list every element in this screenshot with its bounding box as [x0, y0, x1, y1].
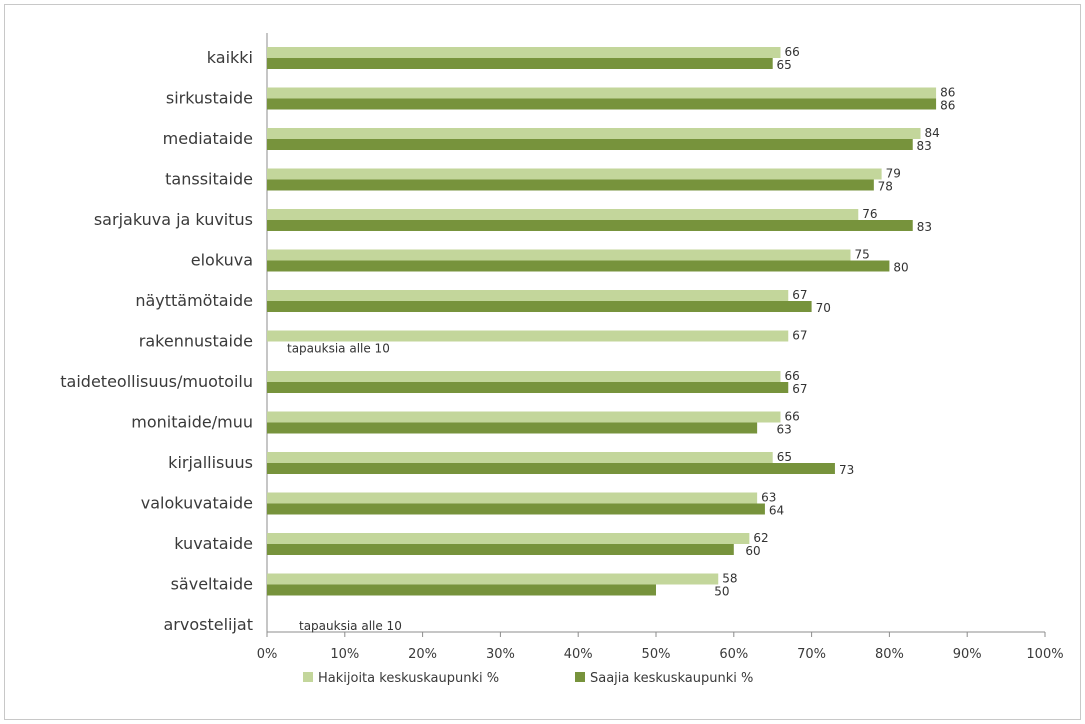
bar-saajia [267, 422, 758, 434]
data-label-hakijoita: 65 [777, 450, 792, 464]
data-label-hakijoita: 86 [940, 86, 955, 100]
category-label: valokuvataide [141, 494, 253, 513]
data-label-saajia: 64 [769, 504, 784, 518]
data-label-hakijoita: 84 [925, 126, 940, 140]
legend-item-saajia-swatch [575, 672, 585, 682]
data-label-saajia: 86 [940, 99, 955, 113]
bar-saajia [267, 503, 765, 515]
bar-hakijoita [267, 492, 758, 504]
legend-item-hakijoita-swatch [303, 672, 313, 682]
category-label: elokuva [191, 251, 253, 270]
data-label-hakijoita: 58 [722, 572, 737, 586]
chart-frame: 0% 10% 20% 30% 40% 50% 60% 70% 80% 90% 100% kaikki… [4, 4, 1081, 720]
data-label-saajia: 65 [776, 58, 791, 72]
legend-item-saajia-label: Saajia keskuskaupunki % [590, 671, 753, 686]
bar-saajia [267, 463, 835, 474]
bar-hakijoita [267, 330, 789, 342]
category-label: tanssitaide [165, 170, 253, 189]
bar-saajia [267, 382, 789, 393]
data-label-hakijoita: 67 [792, 288, 807, 302]
bar-saajia [267, 584, 656, 596]
bar-saajia [267, 544, 734, 555]
data-label-hakijoita: 76 [862, 207, 877, 221]
x-tick-label: 90% [953, 647, 982, 662]
category-label: arvostelijat [163, 615, 253, 634]
category-label: kirjallisuus [168, 453, 253, 472]
bar-saajia [267, 260, 890, 272]
category-label: sirkustaide [166, 89, 253, 108]
data-label-saajia: 73 [839, 463, 854, 477]
bar-hakijoita [267, 411, 781, 423]
category-label: rakennustaide [139, 332, 253, 351]
category-label: säveltaide [171, 575, 253, 594]
bar-saajia [267, 179, 874, 191]
category-label: kuvataide [174, 534, 253, 553]
data-label-hakijoita: 66 [784, 410, 799, 424]
data-label-saajia: 70 [816, 301, 831, 315]
bar-hakijoita [267, 87, 937, 99]
bar-saajia [267, 58, 773, 69]
legend: Hakijoita keskuskaupunki % Saajia keskusk… [303, 671, 753, 686]
x-tick-label: 80% [875, 647, 904, 662]
bar-hakijoita [267, 47, 781, 58]
x-tick-label: 0% [257, 647, 278, 662]
data-label-hakijoita: 75 [855, 248, 870, 262]
x-tick-label: 10% [330, 647, 359, 662]
x-tick-label: 50% [642, 647, 671, 662]
category-label: monitaide/muu [131, 413, 253, 432]
bars [267, 47, 937, 596]
x-tick-label: 20% [408, 647, 437, 662]
data-label-saajia: 60 [745, 544, 760, 558]
data-label-saajia: 63 [776, 423, 791, 437]
category-label: taideteollisuus/muotoilu [60, 372, 253, 391]
axes: 0% 10% 20% 30% 40% 50% 60% 70% 80% 90% 100% [257, 33, 1064, 662]
data-label-saajia: 67 [792, 382, 807, 396]
bar-hakijoita [267, 168, 882, 180]
bar-hakijoita [267, 371, 781, 382]
data-label-hakijoita: 62 [753, 531, 768, 545]
bar-hakijoita [267, 452, 773, 463]
data-label-hakijoita: 66 [784, 369, 799, 383]
x-tick-label: 100% [1026, 647, 1063, 662]
bar-saajia [267, 220, 913, 231]
x-tick-label: 40% [564, 647, 593, 662]
bar-hakijoita [267, 209, 859, 220]
bar-saajia [267, 301, 812, 312]
data-label-saajia: 83 [917, 220, 932, 234]
category-label: sarjakuva ja kuvitus [94, 210, 253, 229]
data-label-saajia: 83 [917, 139, 932, 153]
bar-saajia [267, 139, 913, 150]
x-tick-label: 70% [797, 647, 826, 662]
bar-hakijoita [267, 573, 719, 585]
bar-hakijoita [267, 290, 789, 301]
annotation-label: tapauksia alle 10 [299, 619, 402, 633]
data-label-hakijoita: 79 [886, 167, 901, 181]
data-label-hakijoita: 67 [792, 329, 807, 343]
category-label: näyttämötaide [135, 291, 253, 310]
data-label-saajia: 78 [878, 180, 893, 194]
category-label: mediataide [163, 129, 253, 148]
data-label-hakijoita: 63 [761, 491, 776, 505]
x-tick-label: 30% [486, 647, 515, 662]
data-label-saajia: 50 [714, 585, 729, 599]
legend-item-hakijoita-label: Hakijoita keskuskaupunki % [318, 671, 499, 686]
x-tick-label: 60% [719, 647, 748, 662]
bar-saajia [267, 98, 937, 110]
bar-chart: 0% 10% 20% 30% 40% 50% 60% 70% 80% 90% 100% kaikki… [60, 33, 1064, 686]
bar-hakijoita [267, 249, 851, 261]
annotation-label: tapauksia alle 10 [287, 342, 390, 356]
bar-hakijoita [267, 128, 921, 139]
data-label-saajia: 80 [893, 261, 908, 275]
category-label: kaikki [207, 48, 253, 67]
data-label-hakijoita: 66 [784, 45, 799, 59]
bar-hakijoita [267, 533, 750, 544]
